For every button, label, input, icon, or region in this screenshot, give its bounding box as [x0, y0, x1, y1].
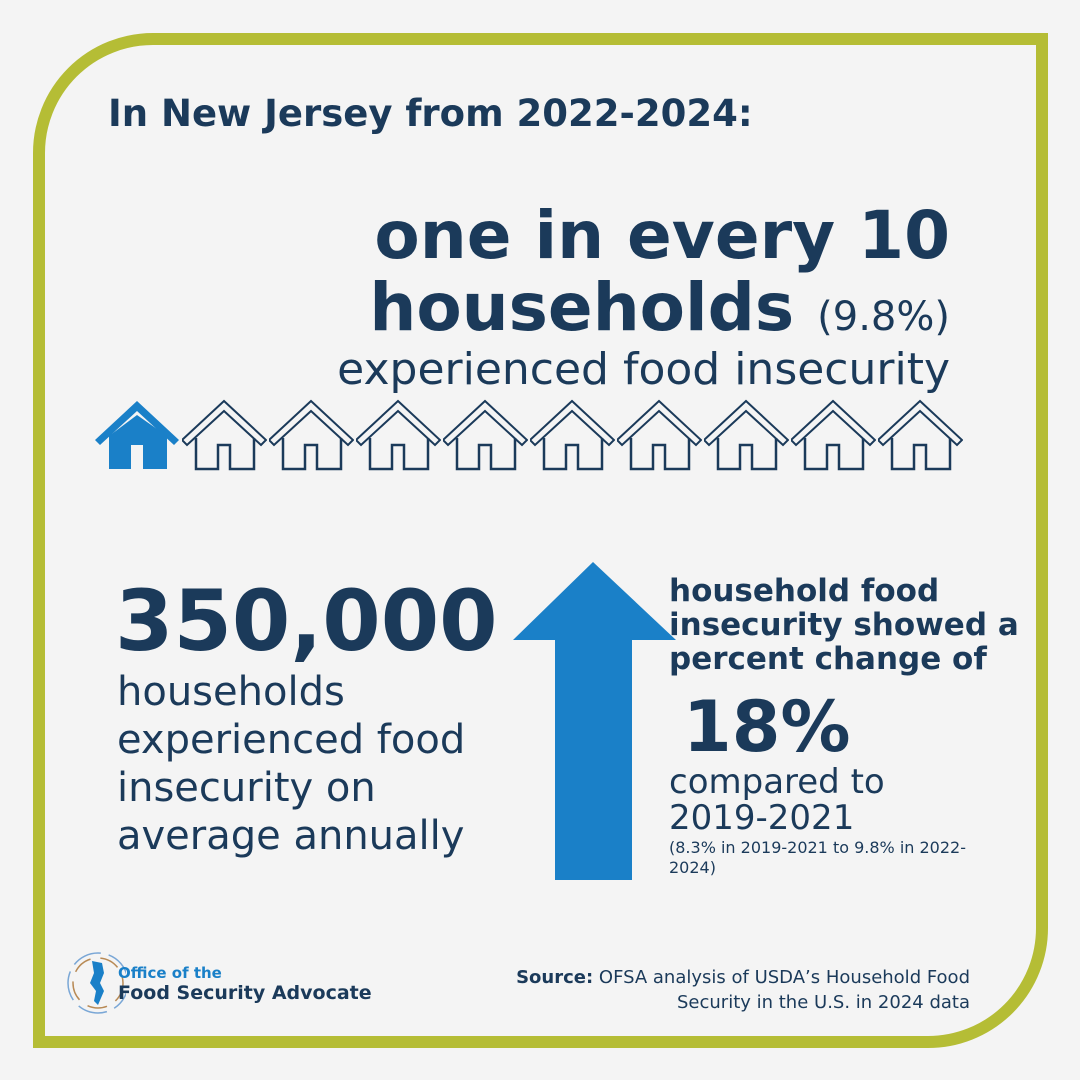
house-outline-icon: [791, 399, 876, 471]
house-filled-icon: [95, 401, 179, 469]
households-count-description: households experienced food insecurity o…: [117, 669, 466, 859]
logo-line2: Food Security Advocate: [118, 982, 372, 1004]
house-outline-icon: [704, 399, 789, 471]
border-frame: [33, 33, 1048, 1048]
households-count: 350,000: [115, 572, 498, 670]
headline-line1: one in every 10: [374, 197, 950, 274]
change-note: (8.3% in 2019-2021 to 9.8% in 2022-2024): [669, 838, 966, 877]
house-outline-icon: [269, 399, 354, 471]
house-outline-icon: [356, 399, 441, 471]
source-note: Source: OFSA analysis of USDA’s Househol…: [500, 965, 970, 1015]
change-intro: household food insecurity showed a perce…: [669, 573, 1019, 677]
headline-households: households: [369, 269, 795, 346]
house-outline-icon: [443, 399, 528, 471]
house-icons-row: [95, 398, 963, 474]
ofsa-logo: Office of the Food Security Advocate: [66, 943, 372, 1023]
compared-to: compared to 2019-2021: [669, 762, 885, 838]
headline-percent: (9.8%): [817, 294, 950, 340]
nj-logo-icon: [67, 952, 126, 1014]
up-arrow-icon: [513, 562, 676, 880]
source-text: OFSA analysis of USDA’s Household Food S…: [598, 967, 970, 1013]
house-outline-icon: [878, 399, 963, 471]
headline-line2: households (9.8%): [369, 272, 950, 353]
page-title: In New Jersey from 2022-2024:: [108, 92, 753, 135]
source-label: Source:: [516, 967, 594, 988]
logo-line1: Office of the: [118, 964, 222, 982]
percent-change-value: 18%: [683, 686, 851, 768]
headline: one in every 10 households (9.8%): [369, 200, 950, 353]
headline-subtext: experienced food insecurity: [337, 344, 950, 395]
house-outline-icon: [617, 399, 702, 471]
logo-text: Office of the Food Security Advocate: [118, 963, 372, 1003]
house-outline-icon: [530, 399, 615, 471]
house-outline-icon: [182, 399, 267, 471]
